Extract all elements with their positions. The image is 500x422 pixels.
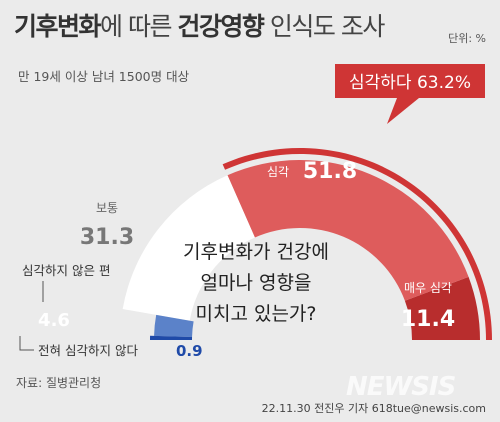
- value-not-serious: 4.6: [38, 310, 70, 331]
- label-very-serious: 매우 심각: [404, 281, 452, 295]
- callout-box: [335, 64, 485, 98]
- center-question-line: 기후변화가 건강에: [183, 241, 329, 263]
- slice-not-at-all: [150, 335, 193, 340]
- center-question-line: 미치고 있는가?: [195, 303, 316, 325]
- source-note: 자료: 질병관리청: [16, 376, 102, 390]
- center-question-line: 얼마나 영향을: [201, 272, 312, 294]
- watermark-logo: NEWSIS: [346, 372, 456, 402]
- label-not-serious: 심각하지 않은 편: [22, 263, 110, 278]
- value-not-at-all: 0.9: [176, 342, 203, 360]
- label-moderate: 보통: [96, 201, 118, 215]
- subtitle: 만 19세 이상 남녀 1500명 대상: [18, 69, 190, 84]
- slice-not-serious: [154, 314, 194, 337]
- value-serious: 51.8: [303, 159, 357, 184]
- page-title: 기후변화에 따른 건강영향 인식도 조사: [14, 10, 424, 44]
- title-part-4: 인식도 조사: [263, 12, 385, 41]
- unit-label: 단위: %: [448, 32, 486, 45]
- credit-line: 22.11.30 전진우 기자 618tue@newsis.com: [261, 402, 486, 415]
- slice-serious: [227, 160, 469, 301]
- label-serious: 심각: [267, 165, 289, 179]
- title-part-2: 에 따른: [100, 12, 178, 41]
- callout-ring: [222, 148, 492, 340]
- callout-label: 심각하다 63.2%: [349, 73, 471, 93]
- slice-very-serious: [404, 276, 480, 340]
- slice-moderate: [122, 175, 255, 321]
- title-part-3: 건강영향: [177, 12, 265, 41]
- callout-pointer: [387, 98, 419, 124]
- label-not-at-all: 전혀 심각하지 않다: [38, 343, 138, 358]
- title-part-1: 기후변화: [14, 12, 102, 41]
- value-moderate: 31.3: [80, 225, 134, 250]
- value-very-serious: 11.4: [401, 307, 455, 332]
- leader-not-at-all: [19, 336, 34, 351]
